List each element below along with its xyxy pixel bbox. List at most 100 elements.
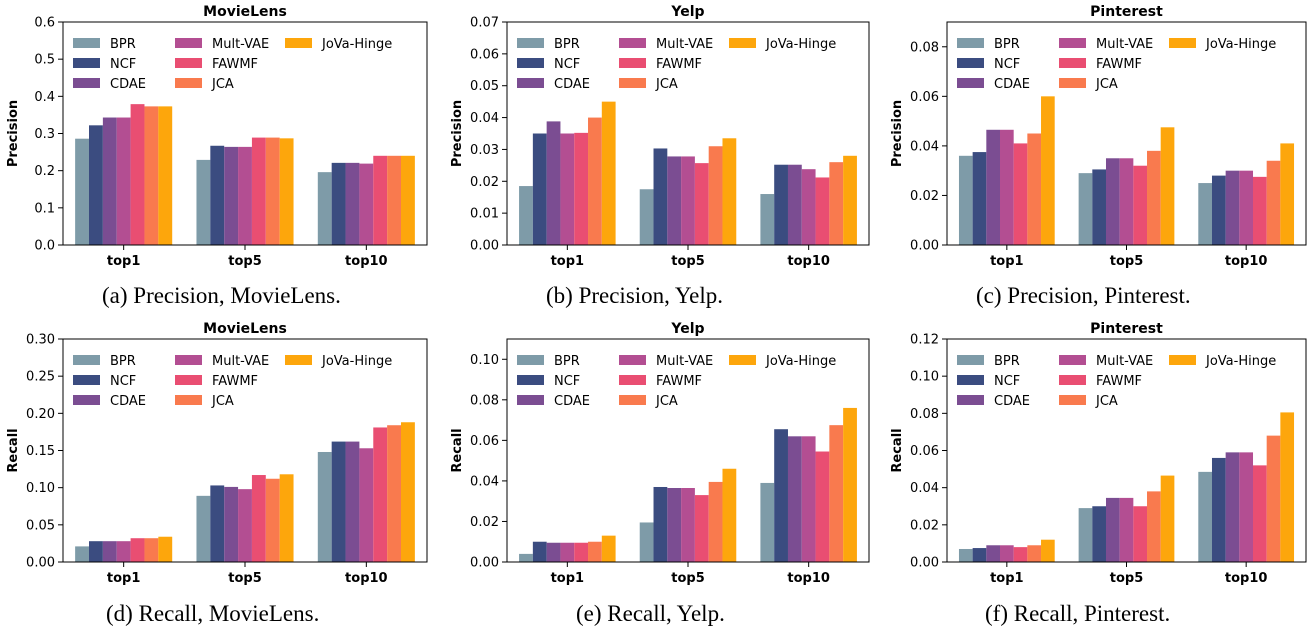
legend-swatch-1-fawmf (175, 58, 202, 68)
ytick-label-2-4: 0.04 (470, 111, 499, 126)
ytick-label-5-3: 0.06 (470, 434, 499, 449)
bar-2-jova-hinge-top10 (843, 155, 857, 245)
xtick-label-2-top1: top1 (551, 254, 585, 269)
legend-label-3-cdae: CDAE (994, 77, 1030, 92)
bar-2-jca-top10 (829, 162, 844, 245)
legend-swatch-3-ncf (957, 58, 984, 68)
bar-4-jca-top10 (387, 425, 401, 562)
legend-label-3-mult-vae: Mult-VAE (1096, 37, 1153, 52)
ytick-label-5-2: 0.04 (470, 474, 499, 489)
bar-2-jca-top1 (588, 117, 602, 245)
ytick-label-3-2: 0.04 (910, 139, 939, 154)
y-axis-label-3: Precision (890, 100, 905, 167)
legend-swatch-1-mult-vae (175, 38, 202, 48)
legend-label-1-fawmf: FAWMF (212, 57, 258, 72)
bar-1-fawmf-top1 (130, 104, 145, 245)
legend-swatch-1-ncf (73, 58, 100, 68)
legend-swatch-6-cdae (957, 395, 984, 405)
ytick-label-4-4: 0.20 (26, 407, 55, 422)
legend-swatch-3-bpr (957, 38, 984, 48)
bar-2-bpr-top10 (760, 194, 775, 245)
bar-4-cdae-top1 (102, 541, 117, 562)
bar-2-mult-vae-top10 (801, 169, 816, 245)
legend-swatch-2-mult-vae (619, 38, 646, 48)
ytick-label-2-2: 0.02 (470, 175, 499, 190)
ytick-label-3-4: 0.08 (910, 40, 939, 55)
bar-2-cdae-top10 (787, 164, 802, 245)
legend-label-3-bpr: BPR (994, 37, 1020, 52)
legend-label-1-jca: JCA (211, 77, 234, 92)
legend-label-2-fawmf: FAWMF (656, 57, 702, 72)
xtick-label-3-top10: top10 (1225, 254, 1268, 269)
caption-e: (e) Recall, Yelp. (576, 601, 725, 626)
bar-3-mult-vae-top10 (1239, 170, 1254, 245)
bar-4-mult-vae-top10 (359, 448, 374, 562)
legend-label-4-jova-hinge: JoVa-Hinge (321, 354, 392, 369)
bar-4-bpr-top5 (196, 495, 211, 562)
legend-label-1-mult-vae: Mult-VAE (212, 37, 269, 52)
legend-label-3-fawmf: FAWMF (1096, 57, 1142, 72)
bar-6-cdae-top1 (986, 545, 1000, 562)
legend-label-4-fawmf: FAWMF (212, 374, 258, 389)
ytick-label-5-0: 0.00 (470, 556, 499, 571)
bar-5-ncf-top5 (653, 486, 668, 562)
bar-1-jca-top5 (265, 137, 280, 245)
ytick-label-5-4: 0.08 (470, 393, 499, 408)
bar-3-cdae-top5 (1105, 158, 1120, 245)
bar-5-jca-top1 (588, 541, 602, 562)
legend-swatch-6-fawmf (1059, 375, 1086, 385)
bar-5-mult-vae-top1 (560, 542, 575, 562)
xtick-label-4-top5: top5 (228, 571, 262, 586)
bar-3-bpr-top1 (958, 155, 973, 245)
legend-swatch-6-jca (1059, 395, 1086, 405)
ytick-label-1-2: 0.2 (34, 164, 55, 179)
legend-swatch-4-cdae (73, 395, 100, 405)
bar-6-jca-top10 (1266, 435, 1281, 562)
bar-2-ncf-top5 (653, 148, 668, 245)
ytick-label-1-3: 0.3 (34, 127, 55, 142)
bar-1-cdae-top1 (102, 117, 117, 245)
legend-swatch-3-jca (1059, 78, 1086, 88)
bar-5-cdae-top1 (546, 542, 561, 562)
legend-label-6-fawmf: FAWMF (1096, 374, 1142, 389)
ytick-label-1-4: 0.4 (34, 90, 55, 105)
legend-swatch-3-fawmf (1059, 58, 1086, 68)
ytick-label-3-0: 0.00 (910, 239, 939, 254)
bar-5-fawmf-top5 (694, 495, 709, 562)
bar-6-mult-vae-top1 (1000, 545, 1014, 562)
legend-swatch-2-fawmf (619, 58, 646, 68)
bar-2-bpr-top1 (519, 186, 533, 245)
bar-1-bpr-top10 (317, 172, 332, 245)
ytick-label-2-5: 0.05 (470, 79, 499, 94)
xtick-label-6-top5: top5 (1110, 571, 1144, 586)
y-axis-label-5: Recall (450, 428, 465, 472)
bar-1-mult-vae-top10 (359, 163, 374, 245)
legend-swatch-2-bpr (517, 38, 544, 48)
xtick-label-4-top10: top10 (345, 571, 388, 586)
chart-title-2: Yelp (670, 4, 704, 20)
bar-3-fawmf-top10 (1253, 176, 1267, 245)
legend-swatch-6-mult-vae (1059, 355, 1086, 365)
legend-swatch-4-jova-hinge (285, 355, 312, 365)
legend-swatch-2-jova-hinge (729, 38, 756, 48)
legend-label-6-cdae: CDAE (994, 394, 1030, 409)
legend-label-4-cdae: CDAE (110, 394, 146, 409)
bar-1-fawmf-top5 (251, 137, 266, 245)
y-axis-label-6: Recall (890, 428, 905, 472)
bar-5-mult-vae-top5 (681, 488, 695, 562)
legend-swatch-6-bpr (957, 355, 984, 365)
ytick-label-2-0: 0.00 (470, 239, 499, 254)
bar-3-jca-top10 (1266, 160, 1281, 245)
bar-4-cdae-top5 (224, 486, 239, 562)
legend-swatch-5-ncf (517, 375, 544, 385)
bar-1-jca-top1 (144, 106, 159, 246)
ytick-label-5-1: 0.02 (470, 515, 499, 530)
xtick-label-2-top5: top5 (671, 254, 705, 269)
xtick-label-6-top10: top10 (1225, 571, 1268, 586)
bar-1-bpr-top5 (196, 159, 211, 245)
bar-6-ncf-top1 (972, 548, 987, 562)
bar-2-bpr-top5 (639, 189, 654, 245)
bar-4-mult-vae-top1 (116, 541, 131, 562)
ytick-label-2-7: 0.07 (470, 16, 499, 31)
bar-2-fawmf-top5 (694, 163, 709, 245)
